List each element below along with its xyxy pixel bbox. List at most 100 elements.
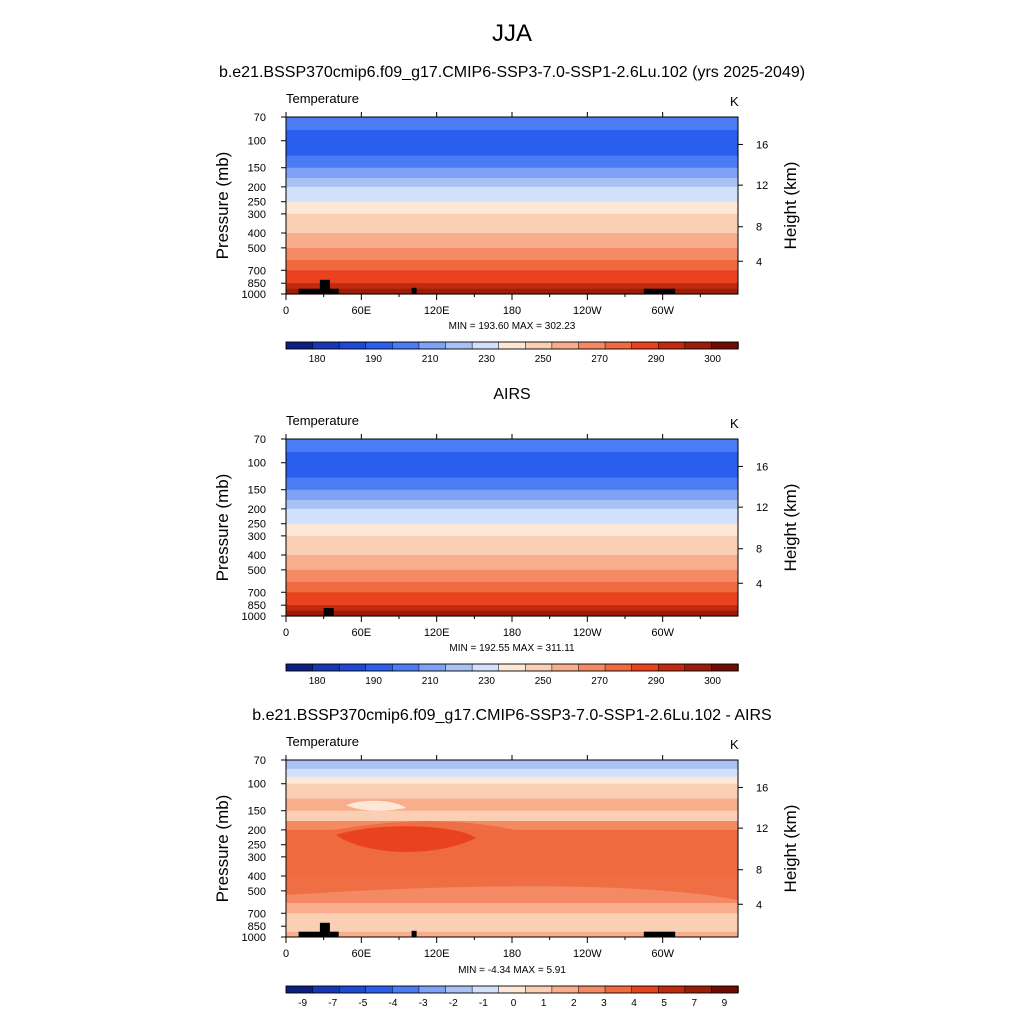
panel-3-colorbar-label: 7 [692, 998, 698, 1009]
panel-2-colorbar-label: 180 [309, 676, 326, 687]
panel-2-colorbar-cell [471, 663, 500, 672]
panel-1-height-tick-label: 4 [756, 256, 762, 268]
panel-3-band [286, 760, 738, 770]
panel-3-y-tick-label: 300 [248, 852, 266, 864]
panel-1-colorbar-cell [711, 341, 739, 350]
panel-3-topography [411, 930, 417, 937]
panel-1-y-tick-label: 850 [248, 278, 266, 290]
panel-1-colorbar-cell [365, 341, 394, 350]
panel-3-colorbar-cell [711, 985, 739, 994]
panel-3-colorbar-cell [445, 985, 473, 994]
panel-3-colorbar-cell [498, 985, 527, 994]
panel-1-colorbar-label: 290 [648, 354, 665, 365]
panel-2-colorbar-cell [604, 663, 633, 672]
panel-2-colorbar-label: 190 [365, 676, 382, 687]
panel-1-colorbar-cell [392, 341, 420, 350]
panel-2-y-tick-label: 70 [254, 434, 266, 446]
panel-1-right-axis-title: Height (km) [781, 162, 800, 250]
panel-3-y-axis-title: Pressure (mb) [213, 795, 232, 903]
panel-2-y-tick-label: 250 [248, 519, 266, 531]
panel-3-band [286, 913, 738, 927]
panel-2-band [286, 508, 738, 525]
panel-3-y-tick-label: 150 [248, 806, 266, 818]
panel-1-x-tick-label: 120W [573, 305, 602, 317]
panel-1-band [286, 288, 738, 295]
panel-1-band [286, 260, 738, 271]
panel-3-right-axis-title: Height (km) [781, 805, 800, 893]
panel-3-colorbar-cell [684, 985, 713, 994]
panel-3-colorbar-cell [604, 985, 633, 994]
panel-2-colorbar-label: 250 [535, 676, 552, 687]
panel-2-colorbar-label: 290 [648, 676, 665, 687]
panel-1-variable-label: Temperature [286, 91, 359, 106]
panel-1-colorbar-cell [657, 341, 686, 350]
panel-2-y-tick-label: 100 [248, 458, 266, 470]
panel-2-band [286, 489, 738, 501]
panel-3-units-label: K [730, 737, 739, 752]
panel-3-colorbar-label: -3 [419, 998, 428, 1009]
panel-1-band [286, 129, 738, 142]
panel-1-y-tick-label: 150 [248, 163, 266, 175]
panel-2-x-tick-label: 120W [573, 627, 602, 639]
panel-2-band [286, 569, 738, 583]
panel-2-y-tick-label: 300 [248, 531, 266, 543]
panel-2-colorbar-cell [418, 663, 447, 672]
panel-3-colorbar-frame [285, 985, 739, 994]
panel-2-colorbar-cell [684, 663, 713, 672]
panel-2-minmax: MIN = 192.55 MAX = 311.11 [449, 643, 575, 654]
panel-3-colorbar-cell [365, 985, 394, 994]
panel-2-x-tick-label: 0 [283, 627, 289, 639]
panel-3-topography [298, 931, 322, 937]
panel-2-height-tick-label: 12 [756, 502, 768, 514]
panel-2-x-tick-label: 60E [352, 627, 372, 639]
panel-2-y-tick-label: 150 [248, 485, 266, 497]
panel-2-x-tick-label: 120E [424, 627, 450, 639]
panel-1-colorbar-cell [498, 341, 527, 350]
panel-1-band [286, 283, 738, 290]
panel-3-hot-region [336, 826, 476, 852]
panel-2-y-tick-label: 400 [248, 550, 266, 562]
panel-1-height-tick-label: 8 [756, 222, 762, 234]
panel-3-colorbar-label: 9 [722, 998, 728, 1009]
panel-2-colorbar-frame [285, 663, 739, 672]
panel-1-colorbar-cell [338, 341, 367, 350]
panel-3-topography [329, 931, 339, 937]
panel-3-colorbar-cell [285, 985, 314, 994]
panel-2-y-tick-label: 500 [248, 565, 266, 577]
panel-1-colorbar-cell [631, 341, 659, 350]
panel-1-colorbar-label: 270 [591, 354, 608, 365]
panel-1-topography [319, 279, 330, 294]
panel-3-x-tick-label: 60E [352, 948, 372, 960]
panel-1-colorbar-cell [551, 341, 580, 350]
panel-3-colorbar-cell [312, 985, 340, 994]
panel-3-height-tick-label: 12 [756, 823, 768, 835]
panel-3-y-tick-label: 500 [248, 886, 266, 898]
panel-3-y-tick-label: 1000 [242, 932, 266, 944]
panel-2-colorbar-cell [445, 663, 473, 672]
panel-1-colorbar-cell [471, 341, 500, 350]
panel-1-colorbar-cell [445, 341, 473, 350]
panel-3-y-tick-label: 70 [254, 755, 266, 767]
panel-3-topography [319, 922, 330, 937]
panel-1-colorbar-cell [285, 341, 314, 350]
panel-3-x-tick-label: 60W [651, 948, 674, 960]
panel-3-colorbar-label: -9 [298, 998, 307, 1009]
panel-3-band [286, 926, 738, 933]
panel-1-colorbar-cell [578, 341, 606, 350]
panel-3-colorbar-cell [338, 985, 367, 994]
figure-title: JJA [491, 20, 532, 47]
panel-3-y-tick-label: 250 [248, 840, 266, 852]
panel-1-topography [298, 288, 322, 294]
panel-3-colorbar-label: 0 [511, 998, 517, 1009]
panel-3-x-tick-label: 120W [573, 948, 602, 960]
panel-2-colorbar-cell [338, 663, 367, 672]
panel-3-height-tick-label: 4 [756, 899, 762, 911]
panel-3-band [286, 903, 738, 914]
panel-3-y-tick-label: 850 [248, 921, 266, 933]
panel-1-colorbar-label: 210 [422, 354, 439, 365]
panel-2-band [286, 439, 738, 453]
panel-3-colorbar-label: -5 [358, 998, 367, 1009]
panel-3-colorbar-cell [392, 985, 420, 994]
panel-3-minmax: MIN = -4.34 MAX = 5.91 [458, 965, 566, 976]
panel-2-colorbar-label: 230 [478, 676, 495, 687]
